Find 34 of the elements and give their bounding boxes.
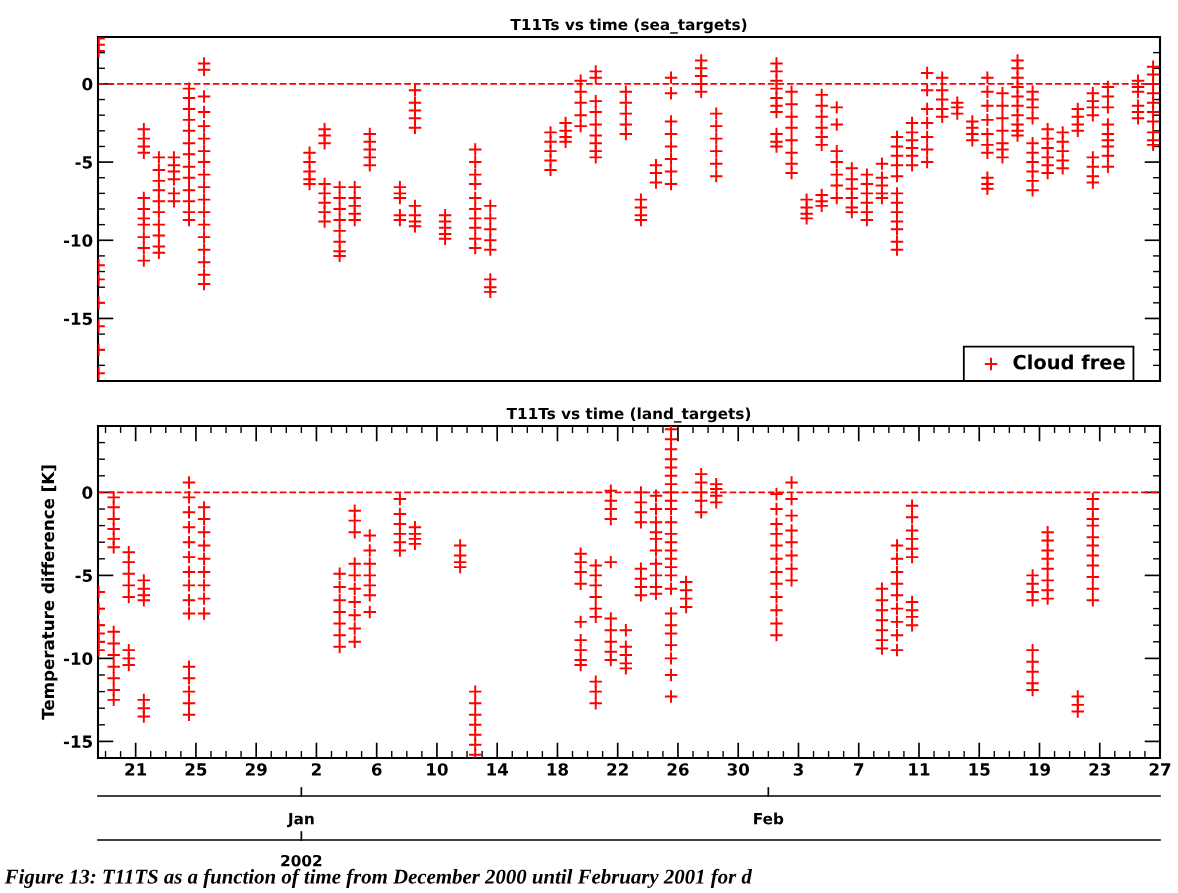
y-tick-label: 0	[82, 486, 93, 499]
x-tick-label: 30	[727, 763, 750, 776]
x-tick-label: 26	[667, 763, 689, 776]
x-tick-label: 3	[793, 763, 803, 776]
chart-title: T11Ts vs time (sea_targets)	[510, 18, 747, 34]
y-tick-label: -5	[75, 156, 92, 169]
x-tick-label: 10	[427, 763, 448, 776]
x-tick-label: 22	[607, 763, 628, 776]
y-tick-label: -10	[63, 652, 93, 665]
x-tick-label: 14	[487, 763, 509, 776]
x-tick-label: 11	[909, 763, 930, 776]
x-tick-label: 25	[185, 763, 207, 776]
x-tick-label: 29	[245, 763, 267, 776]
x-tick-label: 21	[125, 763, 147, 776]
x-tick-label: 6	[371, 763, 382, 776]
x-tick-label: 7	[854, 763, 864, 776]
x-tick-label: 27	[1149, 763, 1171, 776]
chart-title: T11Ts vs time (land_targets)	[506, 407, 751, 423]
text: Jan	[287, 813, 314, 828]
x-tick-label: 19	[1029, 763, 1051, 776]
legend-label: Cloud free	[1013, 354, 1125, 370]
text: 2002	[281, 854, 322, 867]
y-tick-label: -15	[63, 312, 92, 326]
x-tick-label: 15	[969, 763, 990, 776]
y-tick-label: -15	[63, 735, 92, 748]
caption: Figure 13: T11TS as a function of time from December 2000 until February 2001 for d	[4, 868, 753, 888]
x-tick-label: 23	[1089, 763, 1111, 776]
text: Feb	[754, 812, 784, 825]
y-tick-label: 0	[82, 77, 93, 91]
y-axis-title: Temperature difference [K]	[41, 465, 58, 720]
x-tick-label: 2	[311, 763, 321, 776]
y-tick-label: -5	[75, 569, 92, 582]
y-tick-label: -10	[63, 234, 93, 247]
x-tick-label: 18	[547, 763, 569, 776]
